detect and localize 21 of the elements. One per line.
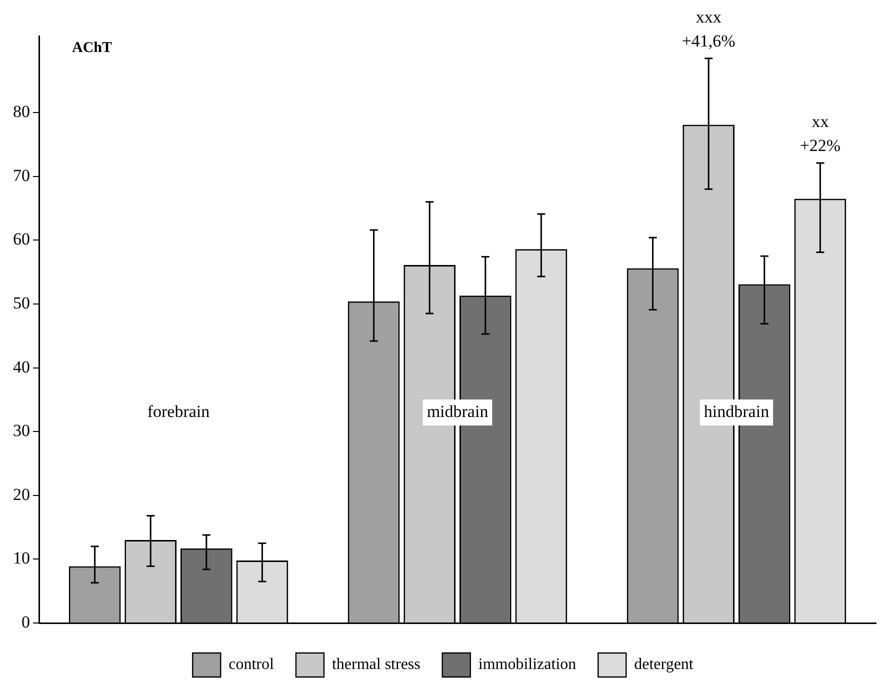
x-tick-label: midbrain xyxy=(426,402,489,421)
y-tick-label: 20 xyxy=(13,484,30,504)
annotation: +41,6% xyxy=(682,31,736,50)
legend-label: thermal stress xyxy=(332,656,420,674)
x-tick-label: forebrain xyxy=(147,402,210,421)
legend-label: detergent xyxy=(634,656,694,674)
y-tick-label: 10 xyxy=(13,548,30,568)
y-axis-title: AChT xyxy=(72,40,112,56)
legend-label: immobilization xyxy=(478,656,576,674)
y-tick-label: 80 xyxy=(13,102,30,122)
y-tick-label: 50 xyxy=(13,293,30,312)
y-tick-label: 0 xyxy=(22,612,30,632)
y-tick-label: 70 xyxy=(13,166,30,185)
y-tick-label: 40 xyxy=(13,357,30,376)
annotation: xx xyxy=(812,112,830,131)
text: xxx xyxy=(696,7,722,26)
y-tick-label: 30 xyxy=(13,421,30,440)
y-tick-label: 60 xyxy=(13,230,30,249)
annotation: +22% xyxy=(800,136,841,155)
legend-label: control xyxy=(228,656,275,674)
x-tick-label: hindbrain xyxy=(704,402,770,421)
